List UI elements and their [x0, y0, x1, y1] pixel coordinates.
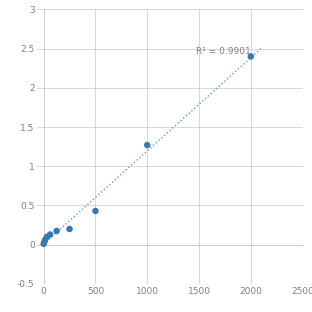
- Point: [41, 241, 46, 246]
- Point: [42, 239, 47, 244]
- Point: [93, 208, 98, 213]
- Text: R² = 0.9901: R² = 0.9901: [196, 47, 251, 56]
- Point: [54, 228, 59, 233]
- Point: [43, 237, 48, 242]
- Point: [44, 234, 49, 239]
- Point: [145, 143, 150, 148]
- Point: [248, 54, 253, 59]
- Point: [67, 227, 72, 232]
- Point: [48, 232, 53, 237]
